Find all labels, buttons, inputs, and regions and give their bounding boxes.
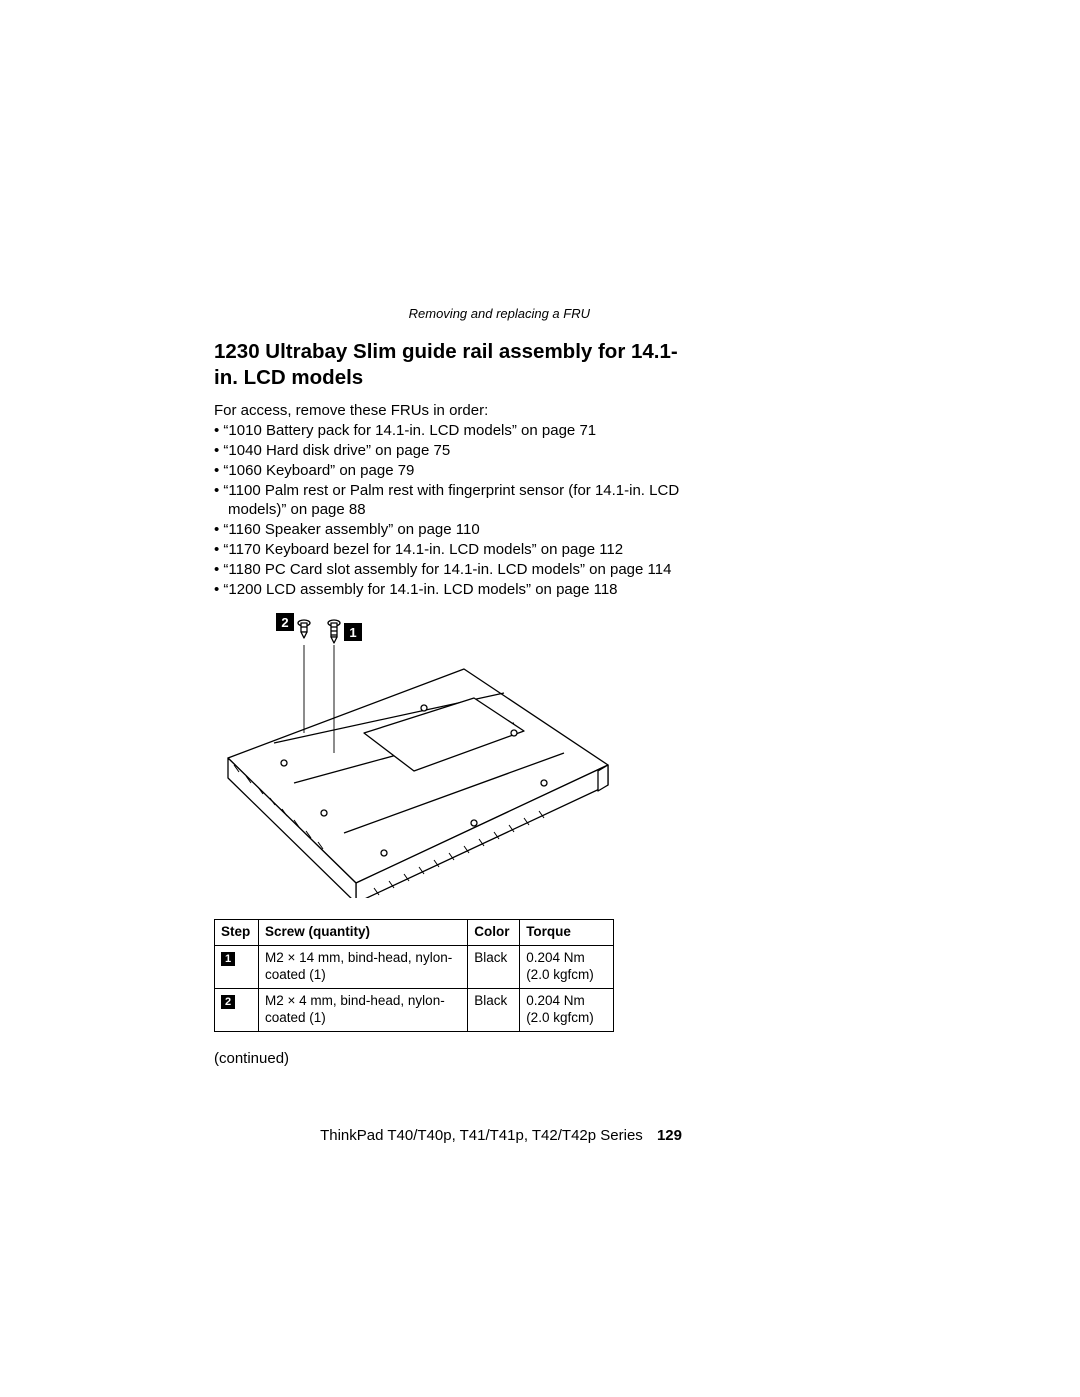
cell-color: Black [468, 946, 520, 989]
step-badge: 2 [221, 995, 235, 1009]
manual-page: Removing and replacing a FRU 1230 Ultrab… [214, 306, 686, 1144]
col-header-torque: Torque [520, 920, 614, 946]
table-row: 2 M2 × 4 mm, bind-head, nylon-coated (1)… [215, 989, 614, 1032]
table-header-row: Step Screw (quantity) Color Torque [215, 920, 614, 946]
list-item: “1060 Keyboard” on page 79 [214, 461, 686, 481]
col-header-step: Step [215, 920, 259, 946]
table-row: 1 M2 × 14 mm, bind-head, nylon-coated (1… [215, 946, 614, 989]
list-item: “1040 Hard disk drive” on page 75 [214, 441, 686, 461]
list-item: “1010 Battery pack for 14.1-in. LCD mode… [214, 421, 686, 441]
intro-text: For access, remove these FRUs in order: [214, 402, 686, 419]
screw-icon [298, 620, 310, 638]
diagram-callout-1: 1 [349, 625, 356, 640]
cell-torque: 0.204 Nm (2.0 kgfcm) [520, 989, 614, 1032]
section-title: 1230 Ultrabay Slim guide rail assembly f… [214, 339, 686, 390]
screw-icon [328, 620, 340, 643]
page-number: 129 [657, 1127, 682, 1144]
fru-removal-list: “1010 Battery pack for 14.1-in. LCD mode… [214, 421, 686, 599]
diagram-callout-2: 2 [281, 615, 288, 630]
assembly-diagram: 2 1 [214, 613, 614, 898]
col-header-color: Color [468, 920, 520, 946]
cell-screw: M2 × 14 mm, bind-head, nylon-coated (1) [258, 946, 467, 989]
continued-text: (continued) [214, 1050, 686, 1067]
running-head: Removing and replacing a FRU [214, 306, 686, 321]
list-item: “1170 Keyboard bezel for 14.1-in. LCD mo… [214, 540, 686, 560]
list-item: “1160 Speaker assembly” on page 110 [214, 520, 686, 540]
list-item: “1200 LCD assembly for 14.1-in. LCD mode… [214, 580, 686, 600]
step-badge: 1 [221, 952, 235, 966]
list-item: “1180 PC Card slot assembly for 14.1-in.… [214, 560, 686, 580]
col-header-screw: Screw (quantity) [258, 920, 467, 946]
page-footer: ThinkPad T40/T40p, T41/T41p, T42/T42p Se… [214, 1127, 686, 1144]
footer-text: ThinkPad T40/T40p, T41/T41p, T42/T42p Se… [320, 1127, 643, 1144]
cell-screw: M2 × 4 mm, bind-head, nylon-coated (1) [258, 989, 467, 1032]
cell-torque: 0.204 Nm (2.0 kgfcm) [520, 946, 614, 989]
cell-color: Black [468, 989, 520, 1032]
screw-table: Step Screw (quantity) Color Torque 1 M2 … [214, 919, 614, 1031]
list-item: “1100 Palm rest or Palm rest with finger… [214, 481, 686, 521]
